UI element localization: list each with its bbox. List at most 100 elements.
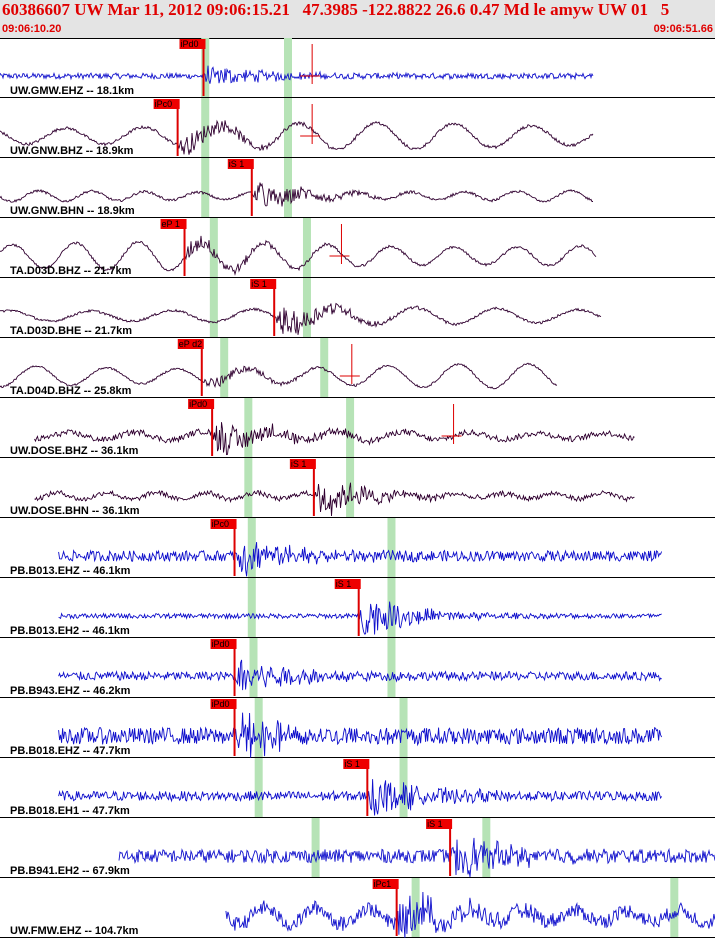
phase-window [209,278,218,337]
trace-row: iPd0 PB.B943.EHZ -- 46.2km [0,638,715,698]
phase-window [244,458,253,517]
trace-row: iS 1 UW.DOSE.BHN -- 36.1km [0,458,715,518]
window-end-time: 09:06:51.66 [653,23,713,35]
pick-flag [227,159,254,169]
pick-flag [289,459,316,469]
pick-label: eP d2 [179,339,202,349]
station-label: UW.GNW.BHZ -- 18.9km [10,145,134,157]
trace-row: iPd0 UW.GMW.EHZ -- 18.1km [0,38,715,98]
phase-window [302,218,311,277]
trace-row: iPd0 UW.DOSE.BHZ -- 36.1km [0,398,715,458]
phase-window [411,878,420,937]
phase-window [249,638,258,697]
pick-label: iPd0 [180,39,198,49]
station-label: UW.GMW.EHZ -- 18.1km [10,85,134,97]
pick-flag [210,699,237,709]
waveform-trace [0,119,594,155]
waveform-trace [58,659,662,691]
pick-label: eP 1 [162,219,180,229]
trace-row: iPc1 UW.FMW.EHZ -- 104.7km [0,878,715,938]
station-label: UW.DOSE.BHN -- 36.1km [10,505,140,517]
pick-label: iS 1 [344,759,360,769]
trace-row: iS 1 PB.B941.EH2 -- 67.9km [0,818,715,878]
pick-flag [188,399,215,409]
station-label: TA.D03D.BHE -- 21.7km [10,325,132,337]
phase-window [209,218,218,277]
trace-row: iPc0 UW.GNW.BHZ -- 18.9km [0,98,715,158]
trace-row: iS 1 TA.D03D.BHE -- 21.7km [0,278,715,338]
waveform-trace [0,65,594,84]
phase-window [387,578,396,637]
pick-flag [372,879,399,889]
station-label: UW.DOSE.BHZ -- 36.1km [10,445,139,457]
phase-window [482,818,491,877]
phase-window [311,818,320,877]
trace-row: iS 1 UW.GNW.BHN -- 18.9km [0,158,715,218]
phase-window [247,518,256,577]
phase-window [284,38,293,97]
phase-window [201,158,210,217]
pick-flag [179,39,206,49]
phase-window [254,758,263,817]
pick-label: iS 1 [336,579,352,589]
waveform-trace [225,891,715,938]
waveform-trace [34,482,635,517]
pick-flag [210,639,237,649]
pick-label: iPd0 [212,639,230,649]
station-label: TA.D04D.BHZ -- 25.8km [10,385,132,397]
phase-window [670,878,679,937]
station-label: PB.B013.EHZ -- 46.1km [10,565,131,577]
station-label: PB.B943.EHZ -- 46.2km [10,685,131,697]
phase-window [320,338,329,397]
pick-flag [153,99,180,109]
pick-label: iPc0 [155,99,173,109]
waveform-trace [118,837,715,877]
waveform-trace [58,779,662,816]
pick-label: iS 1 [427,819,443,829]
event-title: 60386607 UW Mar 11, 2012 09:06:15.21 47.… [2,0,670,19]
station-label: PB.B018.EHZ -- 47.7km [10,745,131,757]
pick-flag [334,579,361,589]
pick-flag [250,279,277,289]
phase-window [201,98,210,157]
phase-window [387,518,396,577]
phase-window [346,398,355,457]
pick-label: iPd0 [212,699,230,709]
phase-window [244,398,253,457]
trace-row: iPd0 PB.B018.EHZ -- 47.7km [0,698,715,758]
waveform-trace [58,712,663,758]
trace-row: iPc0 PB.B013.EHZ -- 46.1km [0,518,715,578]
seismogram-plot: iPd0 UW.GMW.EHZ -- 18.1km iPc0 UW.GNW.BHZ -… [0,38,715,938]
station-label: UW.GNW.BHN -- 18.9km [10,205,135,217]
pick-label: iS 1 [251,279,267,289]
pick-flag [426,819,453,829]
plot-header: 60386607 UW Mar 11, 2012 09:06:15.21 47.… [0,0,715,39]
waveform-trace [58,601,662,635]
phase-window [399,698,408,757]
phase-window [284,158,293,217]
station-label: PB.B941.EH2 -- 67.9km [10,865,130,877]
pick-flag [177,339,204,349]
waveform-trace [0,182,593,207]
phase-window [220,338,229,397]
waveform-trace [58,542,663,577]
waveform-trace [0,235,597,276]
pick-label: iS 1 [229,159,245,169]
phase-window [201,38,210,97]
station-label: TA.D03D.BHZ -- 21.7km [10,265,132,277]
waveform-trace [0,362,558,390]
phase-window [387,638,396,697]
trace-row: eP d2 TA.D04D.BHZ -- 25.8km [0,338,715,398]
waveform-trace [34,422,635,456]
phase-window [247,578,256,637]
phase-window [302,278,311,337]
trace-row: iS 1 PB.B018.EH1 -- 47.7km [0,758,715,818]
station-label: UW.FMW.EHZ -- 104.7km [10,925,139,937]
station-label: PB.B018.EH1 -- 47.7km [10,805,130,817]
pick-label: iPd0 [189,399,207,409]
window-start-time: 09:06:10.20 [2,23,62,35]
pick-label: iPc1 [374,879,392,889]
phase-window [254,698,263,757]
pick-label: iPc0 [212,519,230,529]
pick-flag [210,519,237,529]
